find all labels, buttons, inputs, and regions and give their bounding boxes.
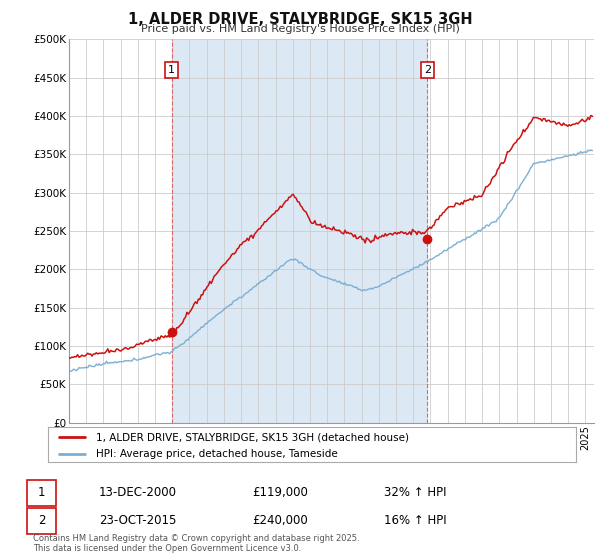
Text: 23-OCT-2015: 23-OCT-2015 (99, 514, 176, 528)
Text: HPI: Average price, detached house, Tameside: HPI: Average price, detached house, Tame… (95, 449, 337, 459)
Text: £119,000: £119,000 (252, 486, 308, 500)
Text: 32% ↑ HPI: 32% ↑ HPI (384, 486, 446, 500)
Text: £240,000: £240,000 (252, 514, 308, 528)
Text: 13-DEC-2000: 13-DEC-2000 (99, 486, 177, 500)
Text: 16% ↑ HPI: 16% ↑ HPI (384, 514, 446, 528)
Text: 1: 1 (168, 65, 175, 75)
Text: Price paid vs. HM Land Registry's House Price Index (HPI): Price paid vs. HM Land Registry's House … (140, 24, 460, 34)
Text: 2: 2 (424, 65, 431, 75)
Text: 1: 1 (38, 486, 45, 500)
Text: 1, ALDER DRIVE, STALYBRIDGE, SK15 3GH (detached house): 1, ALDER DRIVE, STALYBRIDGE, SK15 3GH (d… (95, 432, 409, 442)
Text: 1, ALDER DRIVE, STALYBRIDGE, SK15 3GH: 1, ALDER DRIVE, STALYBRIDGE, SK15 3GH (128, 12, 472, 27)
Text: Contains HM Land Registry data © Crown copyright and database right 2025.
This d: Contains HM Land Registry data © Crown c… (33, 534, 359, 553)
Bar (172, 39, 427, 423)
Text: 2: 2 (38, 514, 45, 528)
